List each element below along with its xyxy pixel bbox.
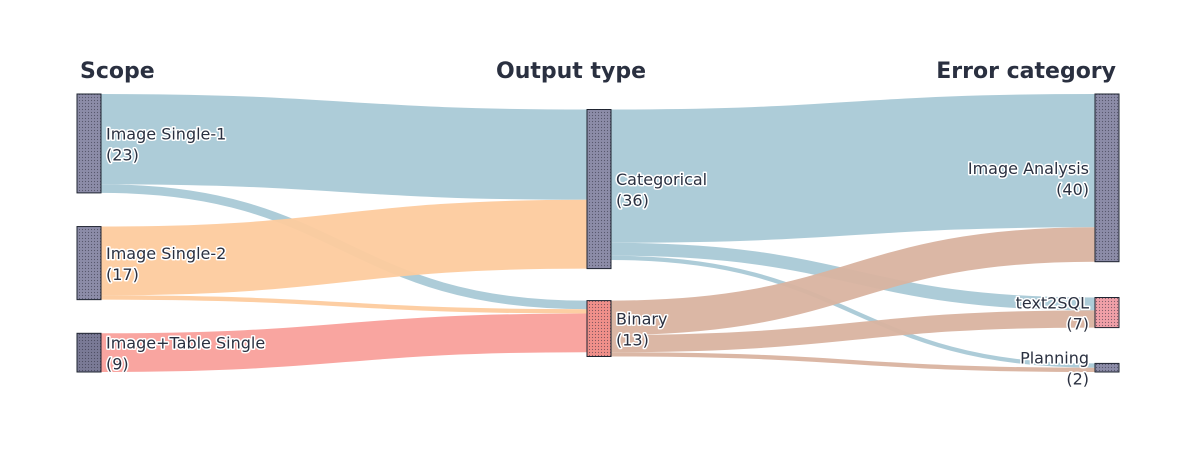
node-label-sql: text2SQL <box>1016 294 1090 313</box>
node-img1: Image Single-1 (23) <box>76 93 228 194</box>
node-count-img2: (17) <box>106 265 139 284</box>
node-texture-imgtb <box>77 333 101 372</box>
node-label-imgtb: Image+Table Single <box>106 334 265 353</box>
link-bin-to-ia <box>610 227 1096 335</box>
link-bin-to-sql <box>610 310 1096 353</box>
node-texture-img1 <box>77 94 101 193</box>
node-count-plan: (2) <box>1066 370 1089 389</box>
column-title-scope: Scope <box>80 59 155 84</box>
node-count-cat: (36) <box>616 191 649 210</box>
link-cat-to-plan <box>610 255 1096 368</box>
node-label-img2: Image Single-2 <box>106 244 226 263</box>
node-label-cat: Categorical <box>616 170 707 189</box>
column-title-error-category: Error category <box>936 59 1116 84</box>
link-img2-to-cat <box>100 199 588 296</box>
node-texture-plan <box>1095 363 1119 372</box>
node-count-ia: (40) <box>1056 180 1089 199</box>
node-sql: text2SQL (7) <box>1014 292 1120 335</box>
node-texture-ia <box>1095 94 1119 262</box>
node-plan: Planning (2) <box>1019 347 1120 390</box>
link-img2-to-bin <box>100 295 588 314</box>
node-cat: Categorical (36) <box>586 109 709 270</box>
link-img1-to-cat <box>100 94 588 200</box>
node-imgtb: Image+Table Single (9) <box>76 332 267 375</box>
links-layer <box>100 94 1096 372</box>
node-count-sql: (7) <box>1066 315 1089 334</box>
node-texture-bin <box>587 300 611 357</box>
node-texture-cat <box>587 109 611 269</box>
node-bin: Binary (13) <box>586 300 669 358</box>
column-title-output-type: Output type <box>496 59 646 84</box>
link-imgtb-to-bin <box>100 313 588 372</box>
link-bin-to-plan <box>610 352 1096 372</box>
node-count-bin: (13) <box>616 331 649 350</box>
node-label-plan: Planning <box>1020 349 1089 368</box>
node-ia: Image Analysis (40) <box>966 93 1120 263</box>
node-texture-img2 <box>77 226 101 300</box>
node-count-imgtb: (9) <box>106 355 129 374</box>
node-count-img1: (23) <box>106 145 139 164</box>
node-label-bin: Binary <box>616 310 667 329</box>
node-label-ia: Image Analysis <box>968 159 1089 178</box>
link-cat-to-ia <box>610 94 1096 243</box>
node-texture-sql <box>1095 297 1119 328</box>
node-img2: Image Single-2 (17) <box>76 226 228 301</box>
column-titles: Scope Output type Error category <box>80 59 1116 84</box>
node-label-img1: Image Single-1 <box>106 124 226 143</box>
nodes-layer: Image Single-1(23)Image Single-2(17)Imag… <box>76 93 1120 390</box>
